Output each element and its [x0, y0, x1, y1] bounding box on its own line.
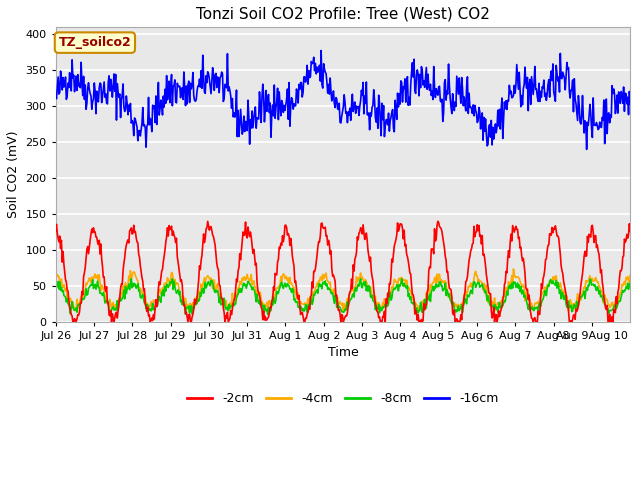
Legend: -2cm, -4cm, -8cm, -16cm: -2cm, -4cm, -8cm, -16cm: [182, 387, 504, 410]
Text: TZ_soilco2: TZ_soilco2: [58, 36, 131, 49]
Y-axis label: Soil CO2 (mV): Soil CO2 (mV): [7, 131, 20, 218]
Title: Tonzi Soil CO2 Profile: Tree (West) CO2: Tonzi Soil CO2 Profile: Tree (West) CO2: [196, 7, 490, 22]
X-axis label: Time: Time: [328, 347, 358, 360]
